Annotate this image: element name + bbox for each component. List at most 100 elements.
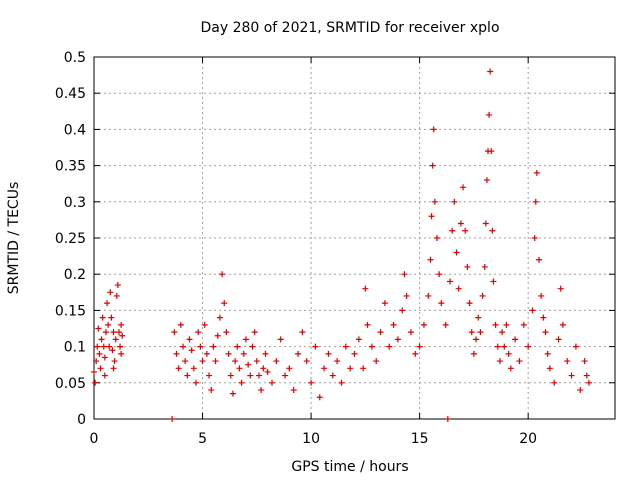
data-point	[277, 336, 284, 343]
data-point	[286, 365, 293, 372]
chart-title: Day 280 of 2021, SRMTID for receiver xpl…	[200, 20, 499, 36]
data-point	[105, 321, 112, 328]
data-point	[240, 350, 247, 357]
data-point	[487, 68, 494, 75]
y-tick-label: 0.25	[55, 231, 86, 247]
y-tick-label: 0.45	[55, 86, 86, 102]
data-point	[568, 372, 575, 379]
data-point	[425, 292, 432, 299]
data-point	[107, 289, 114, 296]
data-point	[449, 227, 456, 234]
y-tick-label: 0.15	[55, 303, 86, 319]
data-point	[551, 379, 558, 386]
data-point	[92, 379, 99, 386]
data-point	[110, 329, 117, 336]
data-point	[438, 300, 445, 307]
data-point	[412, 350, 419, 357]
data-point	[100, 343, 107, 350]
data-point	[102, 329, 109, 336]
data-point	[258, 387, 265, 394]
data-point	[488, 148, 495, 155]
data-point	[195, 329, 202, 336]
data-point	[234, 343, 241, 350]
data-point	[516, 358, 523, 365]
data-point	[555, 336, 562, 343]
data-point	[542, 329, 549, 336]
data-point	[486, 111, 493, 118]
data-point	[197, 343, 204, 350]
data-point	[347, 365, 354, 372]
data-point	[442, 321, 449, 328]
data-point	[360, 365, 367, 372]
data-point	[503, 321, 510, 328]
data-point	[177, 321, 184, 328]
data-point	[96, 350, 103, 357]
axis-ticks: 0 0.05 0.1 0.15 0.2 0.25 0.3 0.35 0.4 0.45 0.5 0 5 10…	[55, 50, 615, 447]
data-point	[118, 350, 125, 357]
data-point	[245, 361, 252, 368]
data-point	[312, 343, 319, 350]
x-tick-label: 15	[411, 431, 429, 447]
data-point	[251, 329, 258, 336]
data-point	[190, 365, 197, 372]
data-point	[525, 343, 532, 350]
data-point	[401, 271, 408, 278]
x-tick-label: 20	[519, 431, 537, 447]
data-point	[499, 329, 506, 336]
data-point	[492, 321, 499, 328]
x-tick-label: 10	[302, 431, 320, 447]
data-point	[466, 300, 473, 307]
data-point	[255, 372, 262, 379]
data-point	[512, 336, 519, 343]
data-point	[520, 321, 527, 328]
data-point	[496, 358, 503, 365]
data-point	[173, 350, 180, 357]
data-point	[342, 343, 349, 350]
data-point	[264, 368, 271, 375]
data-point	[377, 329, 384, 336]
data-point	[430, 126, 437, 133]
data-point	[334, 358, 341, 365]
data-point	[429, 162, 436, 169]
data-point	[386, 343, 393, 350]
data-point	[193, 379, 200, 386]
data-point	[106, 343, 113, 350]
data-point	[321, 365, 328, 372]
data-point	[225, 350, 232, 357]
data-point	[94, 343, 101, 350]
y-tick-label: 0.3	[64, 195, 86, 211]
data-point	[572, 343, 579, 350]
data-point	[325, 350, 332, 357]
data-point	[362, 285, 369, 292]
data-point	[564, 358, 571, 365]
data-point	[483, 177, 490, 184]
data-point	[477, 329, 484, 336]
data-point	[428, 213, 435, 220]
data-point	[98, 336, 105, 343]
data-point	[236, 365, 243, 372]
data-point	[113, 292, 120, 299]
data-point	[460, 184, 467, 191]
data-point	[489, 227, 496, 234]
data-point	[110, 365, 117, 372]
data-point	[308, 379, 315, 386]
data-point	[269, 379, 276, 386]
data-point	[95, 325, 102, 332]
y-tick-label: 0.05	[55, 376, 86, 392]
data-point	[399, 307, 406, 314]
data-point	[462, 227, 469, 234]
data-point	[117, 343, 124, 350]
data-point	[490, 278, 497, 285]
data-point	[585, 379, 592, 386]
data-point	[247, 372, 254, 379]
data-point	[214, 332, 221, 339]
data-point	[531, 235, 538, 241]
data-point	[475, 314, 482, 321]
data-point	[175, 365, 182, 372]
data-point	[557, 285, 564, 292]
data-point	[416, 343, 423, 350]
data-point	[111, 358, 118, 365]
data-point	[473, 336, 480, 343]
data-point	[581, 358, 588, 365]
